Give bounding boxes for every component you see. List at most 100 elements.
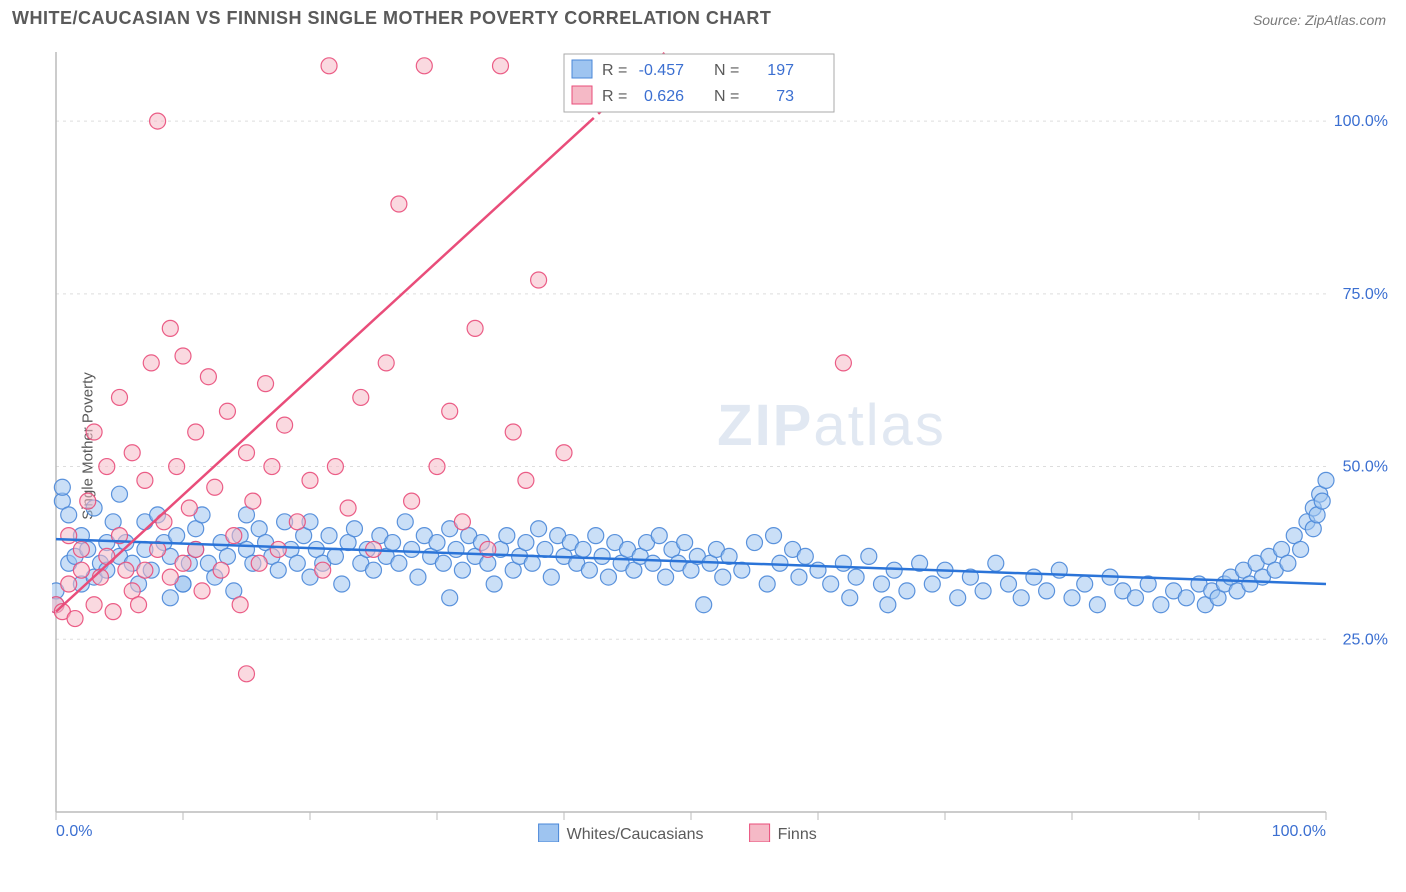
data-point [226, 528, 242, 544]
data-point [169, 528, 185, 544]
data-point [594, 548, 610, 564]
data-point [200, 369, 216, 385]
data-point [486, 576, 502, 592]
data-point [239, 445, 255, 461]
data-point [759, 576, 775, 592]
data-point [175, 348, 191, 364]
data-point [448, 541, 464, 557]
data-point [677, 535, 693, 551]
data-point [886, 562, 902, 578]
data-point [61, 507, 77, 523]
data-point [835, 355, 851, 371]
data-point [315, 562, 331, 578]
data-point [651, 528, 667, 544]
data-point [289, 514, 305, 530]
data-point [391, 555, 407, 571]
data-point [988, 555, 1004, 571]
data-point [645, 555, 661, 571]
data-point [848, 569, 864, 585]
data-point [385, 535, 401, 551]
data-point [880, 597, 896, 613]
data-point [264, 459, 280, 475]
data-point [54, 479, 70, 495]
data-point [874, 576, 890, 592]
data-point [137, 472, 153, 488]
data-point [435, 555, 451, 571]
data-point [270, 541, 286, 557]
data-point [556, 445, 572, 461]
chart-title: WHITE/CAUCASIAN VS FINNISH SINGLE MOTHER… [12, 8, 771, 29]
data-point [1318, 472, 1334, 488]
watermark: ZIPatlas [717, 393, 946, 458]
data-point [99, 548, 115, 564]
legend-swatch [539, 824, 559, 842]
data-point [499, 528, 515, 544]
data-point [213, 562, 229, 578]
data-point [321, 528, 337, 544]
data-point [1153, 597, 1169, 613]
data-point [950, 590, 966, 606]
data-point [181, 500, 197, 516]
data-point [715, 569, 731, 585]
data-point [1026, 569, 1042, 585]
legend-n-value: 73 [776, 88, 794, 105]
data-point [975, 583, 991, 599]
data-point [73, 541, 89, 557]
data-point [258, 376, 274, 392]
data-point [1064, 590, 1080, 606]
legend-swatch [572, 86, 592, 104]
data-point [1039, 583, 1055, 599]
data-point [162, 590, 178, 606]
data-point [270, 562, 286, 578]
data-point [302, 472, 318, 488]
data-point [112, 486, 128, 502]
data-point [207, 479, 223, 495]
data-point [531, 521, 547, 537]
data-point [73, 562, 89, 578]
data-point [86, 597, 102, 613]
data-point [442, 403, 458, 419]
data-point [747, 535, 763, 551]
x-tick-label: 100.0% [1272, 823, 1326, 840]
data-point [162, 320, 178, 336]
chart-area: 25.0%50.0%75.0%100.0%0.0%100.0%ZIPatlasR… [52, 48, 1396, 842]
source-label: Source: ZipAtlas.com [1253, 12, 1386, 28]
legend-swatch [572, 60, 592, 78]
data-point [467, 320, 483, 336]
data-point [175, 555, 191, 571]
legend-n-label: N = [714, 88, 739, 105]
data-point [1013, 590, 1029, 606]
data-point [588, 528, 604, 544]
data-point [575, 541, 591, 557]
data-point [810, 562, 826, 578]
y-tick-label: 50.0% [1343, 459, 1388, 476]
data-point [842, 590, 858, 606]
data-point [346, 521, 362, 537]
scatter-chart: 25.0%50.0%75.0%100.0%0.0%100.0%ZIPatlasR… [52, 48, 1396, 842]
data-point [321, 58, 337, 74]
data-point [334, 576, 350, 592]
data-point [80, 493, 96, 509]
data-point [150, 113, 166, 129]
data-point [378, 355, 394, 371]
y-tick-label: 100.0% [1334, 113, 1388, 130]
data-point [404, 493, 420, 509]
data-point [454, 562, 470, 578]
data-point [188, 424, 204, 440]
data-point [137, 562, 153, 578]
data-point [861, 548, 877, 564]
data-point [67, 611, 83, 627]
data-point [277, 417, 293, 433]
data-point [518, 472, 534, 488]
data-point [600, 569, 616, 585]
data-point [194, 583, 210, 599]
data-point [219, 403, 235, 419]
data-point [327, 459, 343, 475]
data-point [1001, 576, 1017, 592]
data-point [429, 459, 445, 475]
data-point [391, 196, 407, 212]
data-point [797, 548, 813, 564]
data-point [327, 548, 343, 564]
data-point [131, 597, 147, 613]
data-point [416, 58, 432, 74]
